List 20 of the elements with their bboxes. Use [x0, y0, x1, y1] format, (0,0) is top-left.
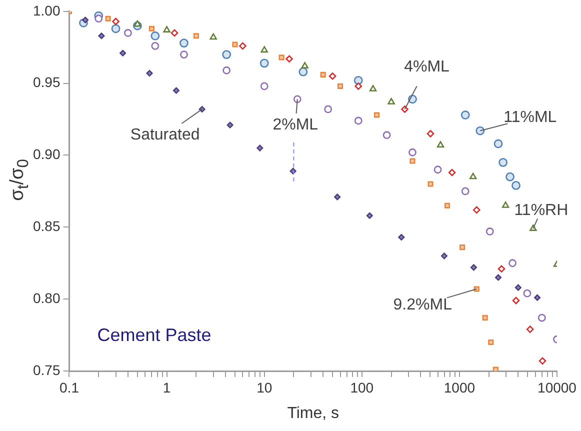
y-tick-label: 0.95 [33, 74, 60, 90]
x-tick-label: 100 [350, 379, 374, 396]
annotation: Cement Paste [97, 324, 212, 345]
x-tick-label: 0.1 [60, 379, 80, 396]
series-label: Saturated [130, 126, 200, 144]
series-label: 9.2%ML [393, 296, 452, 314]
x-tick-label: 10 [256, 379, 272, 396]
series-label: 11%RH [514, 202, 568, 220]
y-tick-label: 0.75 [33, 362, 60, 378]
x-tick-label: 1000 [444, 379, 476, 396]
series-label: 2%ML [272, 116, 318, 134]
series-label: 11%ML [504, 109, 557, 126]
y-tick-label: 0.80 [33, 290, 60, 306]
series-label: 4%ML [404, 58, 450, 76]
x-tick-label: 1 [162, 379, 171, 396]
y-tick-label: 0.85 [33, 218, 60, 234]
x-axis-title: Time, s [287, 404, 340, 422]
y-tick-label: 1.00 [33, 2, 60, 18]
y-tick-label: 0.90 [33, 146, 60, 162]
x-tick-label: 10000 [538, 379, 577, 396]
